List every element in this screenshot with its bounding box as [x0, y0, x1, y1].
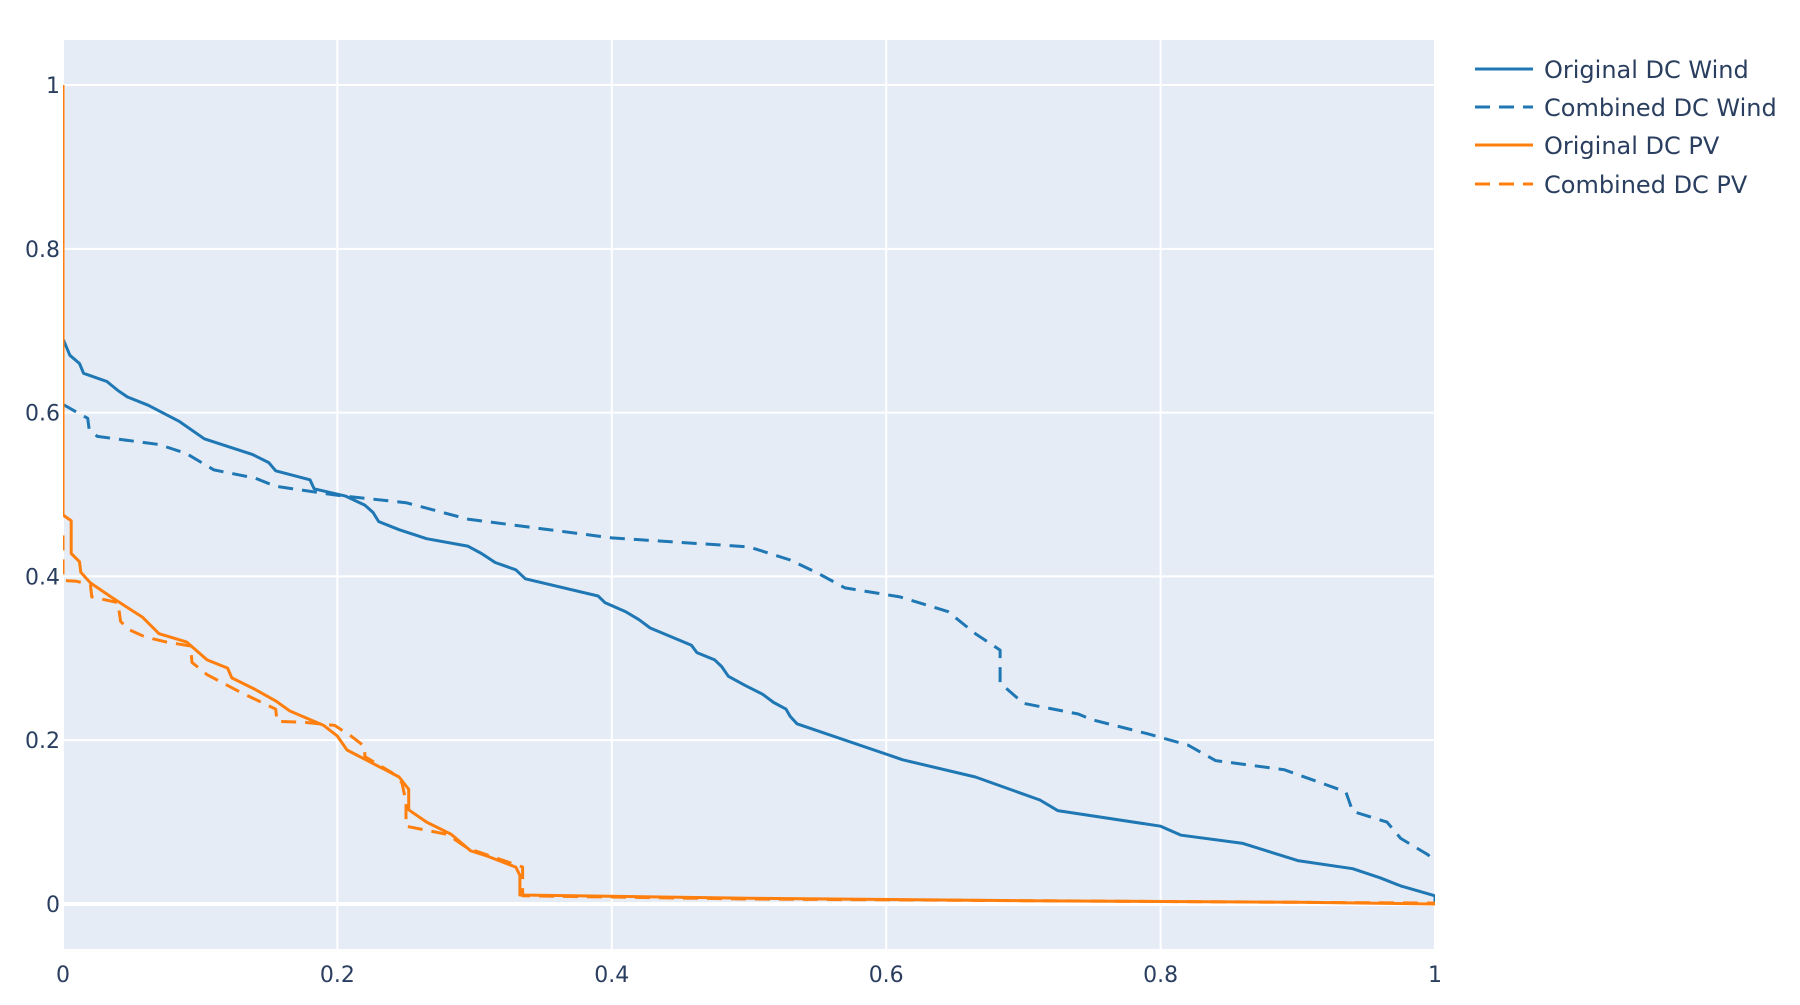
legend-item-original-dc-wind[interactable]: Original DC Wind: [1475, 56, 1749, 84]
y-axis-ticks: 0 0.2 0.4 0.6 0.8 1: [25, 74, 60, 918]
y-tick-label: 0.6: [25, 402, 60, 427]
x-tick-label: 1: [1428, 963, 1442, 988]
legend-label-combined-dc-pv: Combined DC PV: [1544, 171, 1748, 199]
legend[interactable]: Original DC Wind Combined DC Wind Origin…: [1475, 56, 1777, 199]
series-line-original-dc-pv: [63, 85, 1435, 906]
y-tick-label: 0.2: [25, 729, 60, 754]
x-tick-label: 0.8: [1143, 963, 1178, 988]
x-tick-label: 0: [56, 963, 70, 988]
legend-item-original-dc-pv[interactable]: Original DC PV: [1475, 132, 1720, 160]
x-tick-label: 0.2: [320, 963, 355, 988]
x-axis-ticks: 0 0.2 0.4 0.6 0.8 1: [56, 963, 1442, 988]
y-tick-label: 0.8: [25, 238, 60, 263]
series-line-combined-dc-pv: [63, 535, 1435, 905]
grid-lines: [62, 40, 1436, 949]
legend-item-combined-dc-wind[interactable]: Combined DC Wind: [1475, 94, 1777, 122]
legend-label-combined-dc-wind: Combined DC Wind: [1544, 94, 1777, 122]
y-tick-label: 1: [46, 74, 60, 99]
series-lines: [63, 85, 1435, 906]
y-tick-label: 0.4: [25, 565, 60, 590]
legend-item-combined-dc-pv[interactable]: Combined DC PV: [1475, 171, 1748, 199]
series-line-combined-dc-wind: [63, 403, 1435, 864]
legend-label-original-dc-pv: Original DC PV: [1544, 132, 1720, 160]
y-tick-label: 0: [46, 893, 60, 918]
x-tick-label: 0.6: [869, 963, 904, 988]
plot-background: [63, 40, 1435, 949]
series-line-original-dc-wind: [63, 338, 1435, 904]
legend-label-original-dc-wind: Original DC Wind: [1544, 56, 1749, 84]
x-tick-label: 0.4: [594, 963, 629, 988]
